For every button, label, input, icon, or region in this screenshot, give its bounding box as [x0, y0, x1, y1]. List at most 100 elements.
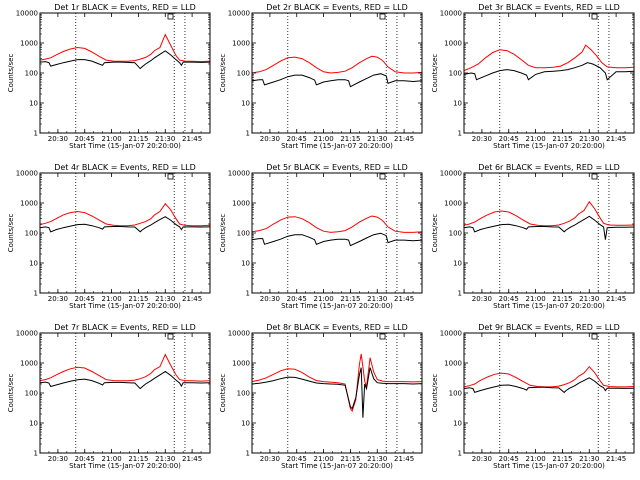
- y-tick-label: 1: [458, 130, 462, 138]
- x-tick-label: 21:45: [394, 135, 414, 143]
- y-tick-label: 10000: [440, 170, 462, 178]
- panel-6: Det 6r BLACK = Events, RED = LLD 1 10 100 10…: [431, 163, 635, 310]
- x-tick-label: 20:30: [260, 455, 280, 463]
- x-tick-label: 20:30: [260, 135, 280, 143]
- events-series-line: [463, 377, 635, 394]
- lld-series-line: [251, 353, 423, 413]
- y-axis-label: Counts/sec: [431, 214, 439, 253]
- x-axis-label: Start Time (15-Jan-07 20:20:00): [493, 302, 605, 310]
- lld-series-line: [463, 365, 635, 388]
- legend-box: [379, 333, 386, 340]
- y-tick-label: 100: [25, 390, 38, 398]
- y-tick-label: 10000: [440, 10, 462, 18]
- x-tick-label: 20:30: [472, 295, 492, 303]
- x-tick-label: 21:30: [367, 295, 387, 303]
- x-tick-label: 21:15: [340, 135, 360, 143]
- x-tick-label: 21:00: [313, 295, 333, 303]
- panel-title: Det 8r BLACK = Events, RED = LLD: [266, 323, 408, 332]
- x-tick-label: 21:15: [128, 135, 148, 143]
- legend-box: [591, 333, 598, 340]
- x-tick-label: 21:00: [101, 135, 121, 143]
- x-tick-label: 21:30: [155, 135, 175, 143]
- y-tick-label: 10: [453, 260, 462, 268]
- x-tick-label: 20:45: [75, 295, 95, 303]
- y-axis-label: Counts/sec: [431, 54, 439, 93]
- y-axis-label: Counts/sec: [219, 54, 227, 93]
- plot-frame: [463, 332, 635, 454]
- plot-frame: [463, 172, 635, 294]
- x-tick-label: 20:30: [260, 295, 280, 303]
- y-tick-label: 10000: [16, 170, 38, 178]
- y-tick-label: 10: [29, 260, 38, 268]
- x-tick-label: 20:30: [472, 455, 492, 463]
- x-tick-label: 21:00: [101, 295, 121, 303]
- y-axis-label: Counts/sec: [431, 374, 439, 413]
- events-series-line: [251, 232, 423, 247]
- y-tick-label: 10000: [228, 10, 250, 18]
- y-tick-label: 100: [449, 70, 462, 78]
- y-tick-label: 10000: [16, 330, 38, 338]
- y-tick-label: 1000: [20, 40, 38, 48]
- y-tick-label: 1: [34, 130, 38, 138]
- x-tick-label: 20:45: [287, 135, 307, 143]
- plot-frame: [463, 12, 635, 134]
- x-tick-label: 21:15: [552, 295, 572, 303]
- y-tick-label: 100: [237, 70, 250, 78]
- events-series-line: [463, 215, 635, 240]
- plot-frame: [251, 332, 423, 454]
- y-tick-label: 1: [246, 290, 250, 298]
- y-tick-label: 10000: [440, 330, 462, 338]
- legend-box: [379, 173, 386, 180]
- panel-8: Det 8r BLACK = Events, RED = LLD 1 10 100 10…: [219, 323, 423, 470]
- x-tick-label: 21:45: [182, 135, 202, 143]
- plot-frame: [39, 172, 211, 294]
- plot-frame: [39, 332, 211, 454]
- y-tick-label: 1000: [232, 200, 250, 208]
- panel-title: Det 6r BLACK = Events, RED = LLD: [478, 163, 620, 172]
- y-tick-label: 1: [34, 290, 38, 298]
- x-tick-label: 21:30: [579, 295, 599, 303]
- lld-series-line: [39, 33, 211, 63]
- legend-box: [591, 173, 598, 180]
- plot-frame: [251, 172, 423, 294]
- y-tick-label: 100: [449, 390, 462, 398]
- y-tick-label: 1000: [232, 360, 250, 368]
- legend-box: [167, 173, 174, 180]
- x-tick-label: 21:15: [128, 455, 148, 463]
- plot-frame: [39, 12, 211, 134]
- events-series-line: [463, 62, 635, 81]
- x-tick-label: 21:15: [552, 455, 572, 463]
- x-tick-label: 21:30: [367, 455, 387, 463]
- lld-series-line: [39, 202, 211, 227]
- x-tick-label: 21:00: [313, 135, 333, 143]
- y-tick-label: 100: [449, 230, 462, 238]
- x-axis-label: Start Time (15-Jan-07 20:20:00): [69, 142, 181, 150]
- x-tick-label: 20:30: [48, 295, 68, 303]
- y-tick-label: 10000: [16, 10, 38, 18]
- x-tick-label: 20:45: [499, 135, 519, 143]
- y-tick-label: 1: [246, 130, 250, 138]
- x-tick-label: 20:45: [75, 135, 95, 143]
- panel-1: Det 1r BLACK = Events, RED = LLD 1 10 100 10…: [7, 3, 211, 150]
- x-tick-label: 21:45: [182, 455, 202, 463]
- y-tick-label: 1000: [20, 200, 38, 208]
- x-tick-label: 21:30: [155, 295, 175, 303]
- lld-series-line: [463, 44, 635, 72]
- x-tick-label: 21:00: [525, 295, 545, 303]
- y-tick-label: 1: [458, 450, 462, 458]
- x-tick-label: 21:15: [340, 455, 360, 463]
- legend-box: [167, 333, 174, 340]
- panel-4: Det 4r BLACK = Events, RED = LLD 1 10 100 10…: [7, 163, 211, 310]
- x-axis-label: Start Time (15-Jan-07 20:20:00): [281, 462, 393, 470]
- panel-title: Det 7r BLACK = Events, RED = LLD: [54, 323, 196, 332]
- x-tick-label: 21:30: [579, 135, 599, 143]
- events-series-line: [39, 50, 211, 70]
- y-tick-label: 10: [241, 420, 250, 428]
- panel-title: Det 2r BLACK = Events, RED = LLD: [266, 3, 408, 12]
- x-tick-label: 21:00: [525, 135, 545, 143]
- panel-title: Det 1r BLACK = Events, RED = LLD: [54, 3, 196, 12]
- x-tick-label: 21:15: [128, 295, 148, 303]
- y-tick-label: 1: [34, 450, 38, 458]
- panel-3: Det 3r BLACK = Events, RED = LLD 1 10 100 10…: [431, 3, 635, 150]
- x-tick-label: 21:15: [340, 295, 360, 303]
